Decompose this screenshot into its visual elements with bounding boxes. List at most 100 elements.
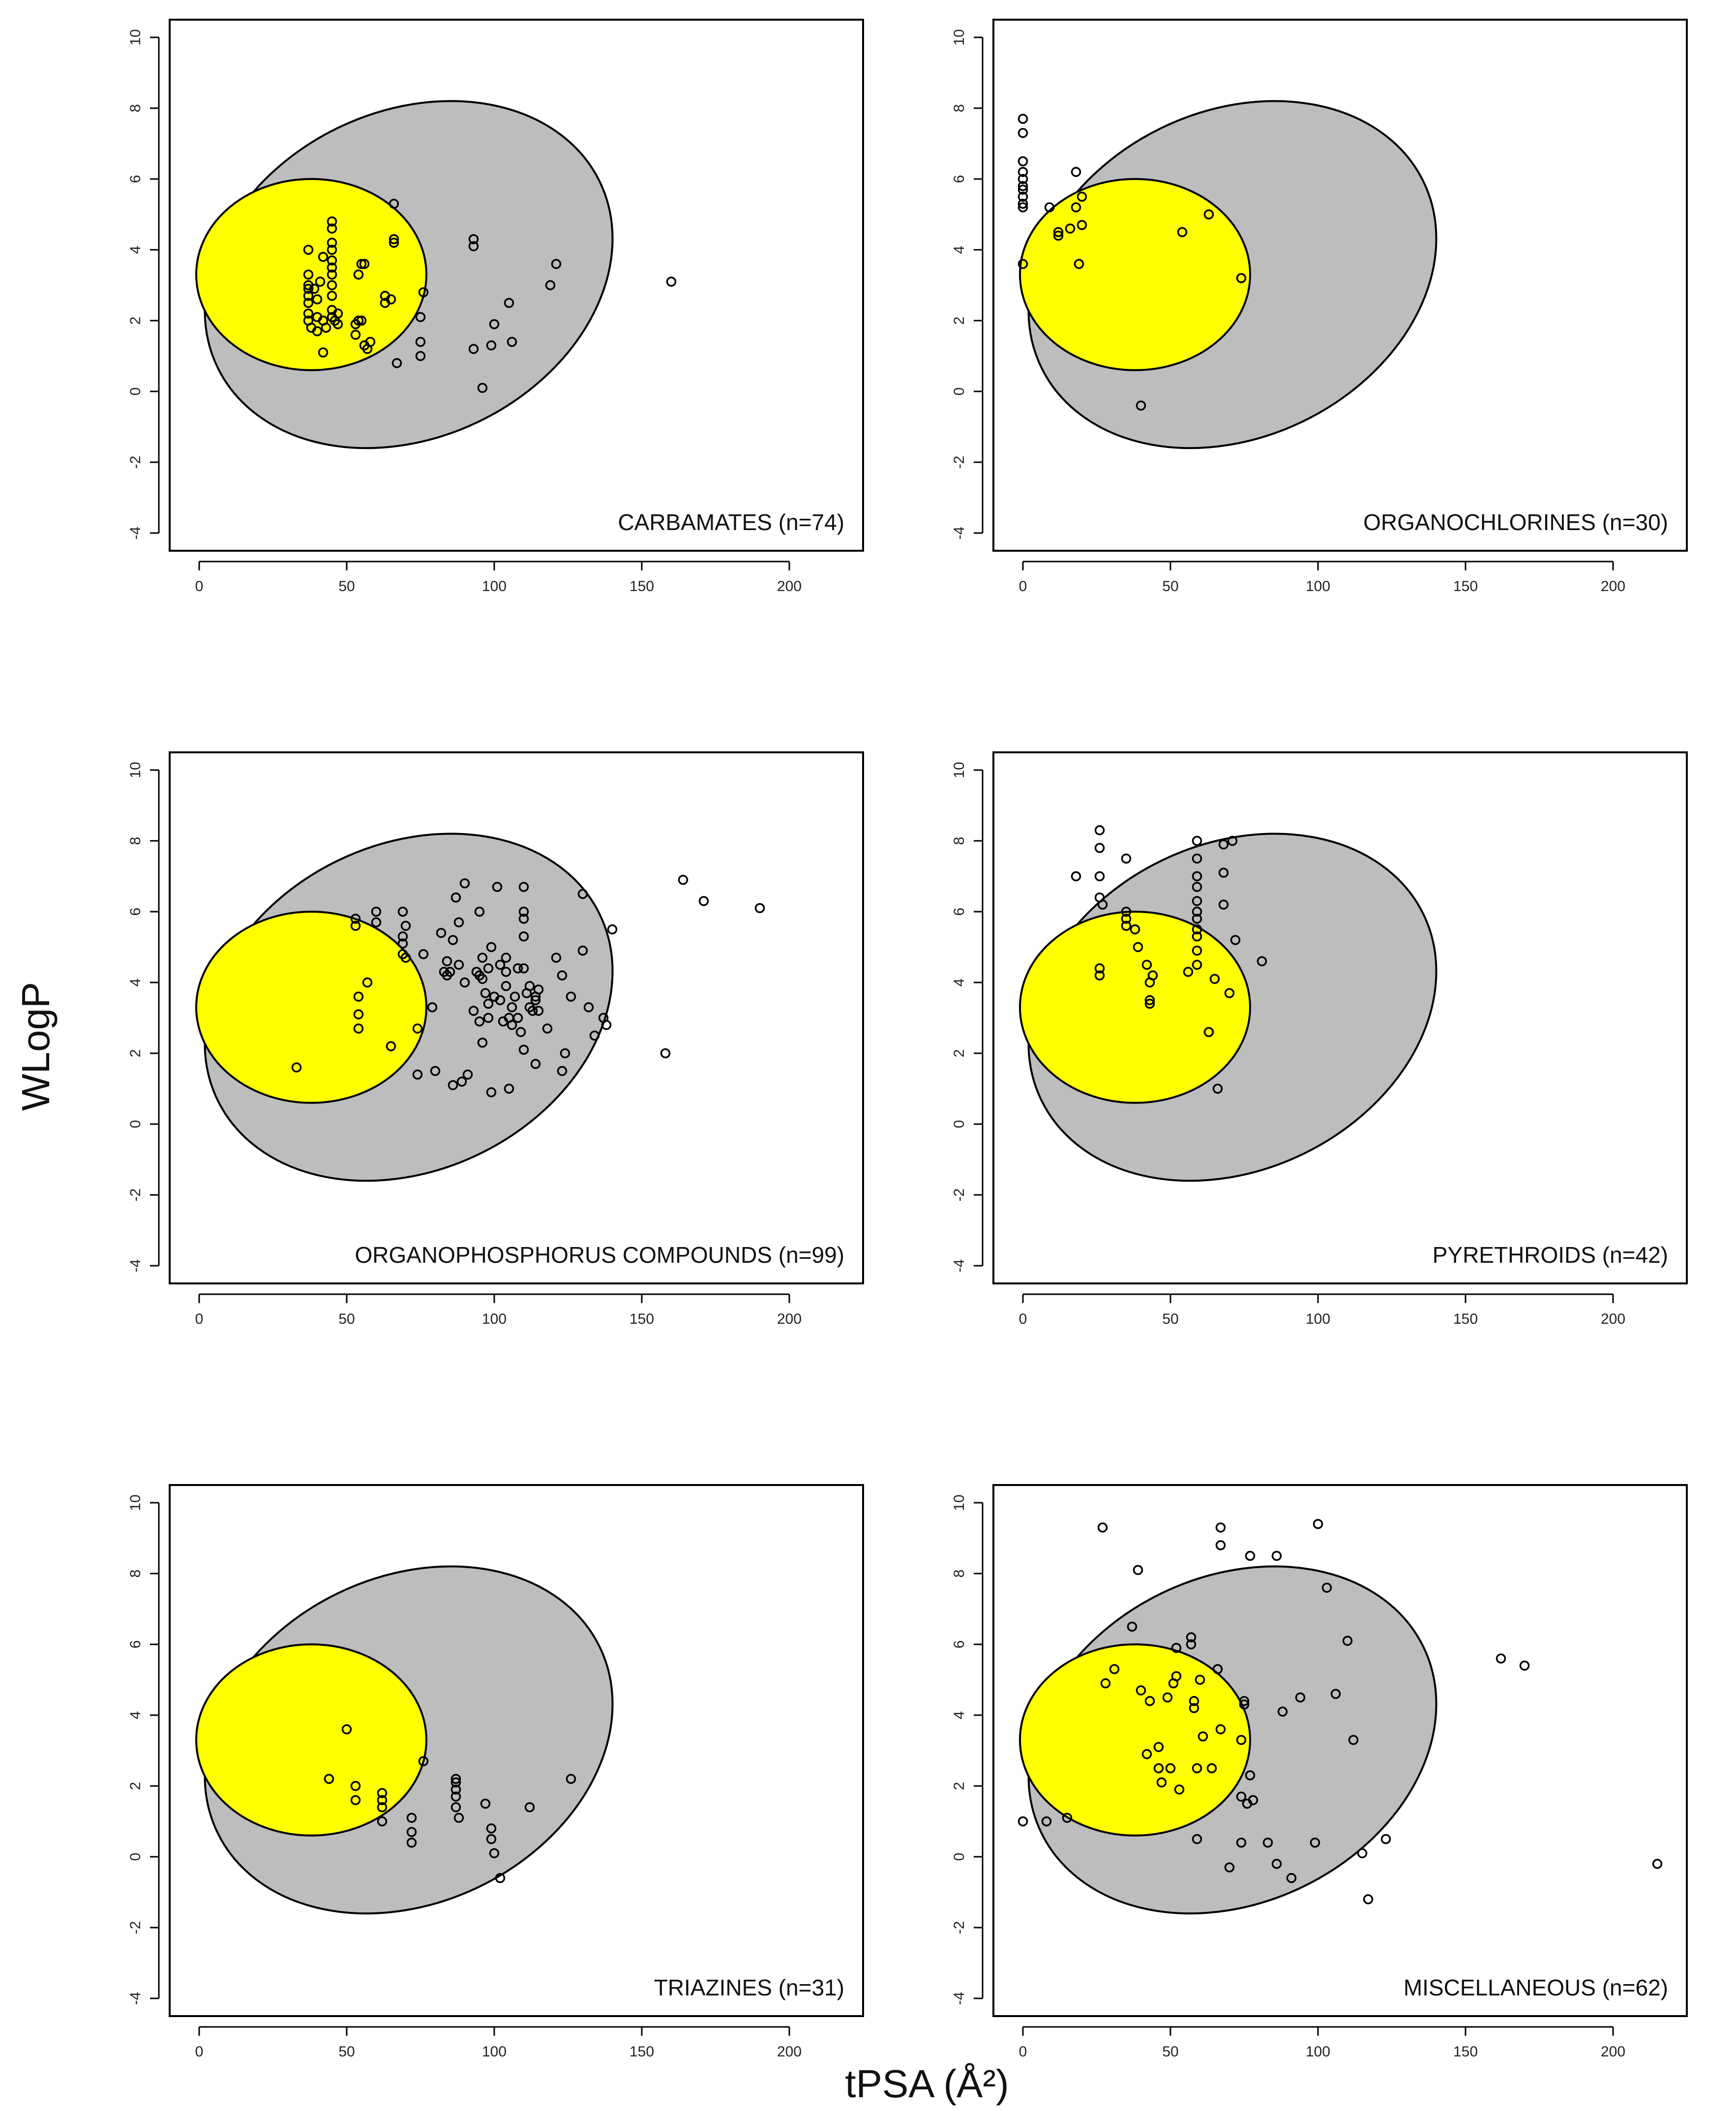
plot-frame [992,1484,1688,2017]
y-tick-label: 10 [951,762,967,778]
x-tick-label: 150 [629,2044,654,2060]
data-point [391,358,402,368]
data-point [327,223,337,234]
data-point [445,967,455,977]
data-point [495,995,506,1006]
y-tick-label: -2 [127,1921,144,1934]
data-point [1215,1724,1226,1735]
data-point [412,1023,423,1034]
data-point [453,959,464,970]
data-point [507,336,517,347]
data-point [1062,1813,1073,1823]
y-tick-label: 0 [127,1120,144,1129]
data-point [327,255,337,266]
panel-label: ORGANOCHLORINES (n=30) [1363,509,1668,535]
panel-3: 0 50 100 150 200 -4 -2 0 2 4 6 8 10 ORGANOPHOSPHORUS … [127,751,864,1327]
data-point [303,283,314,294]
data-point [474,906,485,917]
panel-1: 0 50 100 150 200 -4 -2 0 2 4 6 8 10 CARBAMATES (n=74) [127,19,864,595]
data-point [406,1813,417,1823]
data-point [601,1020,612,1030]
plot-frame [992,751,1688,1284]
data-point [389,199,399,209]
data-point [442,956,452,967]
data-point [291,1062,302,1073]
data-point [1652,1859,1663,1869]
y-tick-label: 10 [127,29,144,45]
data-point [453,917,464,927]
data-point [1203,1027,1214,1038]
data-point [509,991,520,1002]
data-point [518,931,529,942]
data-point [530,1059,541,1069]
data-point [1192,959,1202,970]
data-point [450,1774,461,1784]
data-point [660,1048,671,1059]
plot-frame [169,751,864,1284]
data-point [303,269,314,280]
data-point [327,291,337,301]
data-point [450,1791,461,1802]
data-point [495,959,506,970]
y-tick-label: -4 [127,1992,144,2005]
data-point [303,308,314,319]
data-point [1133,1565,1143,1576]
plot-frame [992,19,1688,552]
data-point [1097,1522,1108,1533]
data-point [1074,259,1084,269]
data-point [1044,202,1055,212]
data-point [332,308,343,319]
data-point [515,1027,526,1038]
data-point [1144,1695,1155,1706]
x-tick-label: 150 [629,578,654,595]
x-tick-label: 150 [1453,1311,1478,1327]
data-point [1227,835,1238,846]
data-point [406,1827,417,1837]
data-point [518,1044,529,1055]
data-point [459,977,470,988]
data-point [1224,988,1235,998]
panel-4: 0 50 100 150 200 -4 -2 0 2 4 6 8 10 PYRETHROIDS (n=42… [951,751,1688,1327]
y-tick-label: 2 [127,1049,144,1058]
data-point [318,252,329,262]
data-point [1018,167,1028,177]
x-tick-label: 200 [777,2044,802,2060]
data-point [450,1784,461,1795]
data-point [1189,1695,1199,1706]
data-point [1141,1749,1152,1759]
data-point [377,1788,388,1798]
data-point [1053,230,1064,241]
data-point [1519,1660,1530,1671]
data-point [560,1048,570,1059]
data-point [480,988,491,998]
x-tick-label: 100 [482,1311,507,1327]
y-tick-label: 0 [127,387,144,396]
data-point [1236,273,1247,283]
y-tick-label: 4 [951,246,967,254]
data-point [1053,227,1064,238]
data-point [551,259,562,269]
data-point [1136,1685,1146,1695]
data-point [1230,935,1241,945]
data-point [365,336,376,347]
data-point [518,963,529,974]
x-axis-title: tPSA (Å²) [845,2062,1009,2106]
data-point [501,981,511,991]
x-tick-label: 200 [1601,2044,1625,2060]
x-tick-label: 50 [1162,1311,1178,1327]
data-point [1071,167,1081,177]
data-point [1121,853,1132,864]
plot-area [195,100,677,449]
data-point [1236,1837,1247,1848]
y-tick-label: -2 [127,1189,144,1202]
data-point [1018,114,1028,124]
data-point [1330,1689,1341,1699]
data-point [389,234,399,244]
data-point [1153,1742,1164,1753]
y-tick-label: 6 [127,1640,144,1649]
x-tick-label: 0 [195,2044,204,2060]
data-point [359,259,370,269]
data-point [1077,220,1087,230]
